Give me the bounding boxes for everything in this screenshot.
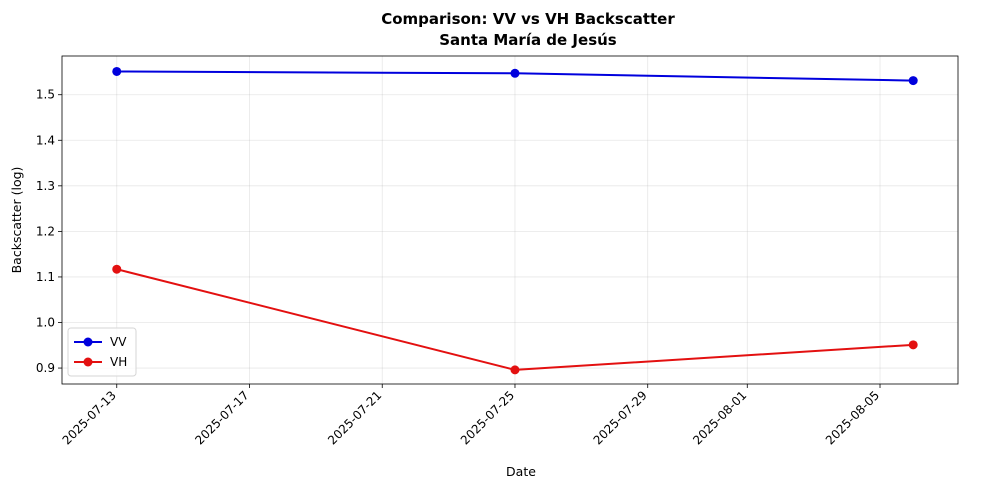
data-point-vv: [908, 76, 918, 86]
legend-label-vh: VH: [110, 355, 127, 369]
grid-layer: [62, 56, 958, 384]
y-axis-label: Backscatter (log): [9, 167, 24, 274]
y-tick-label: 1.1: [36, 270, 55, 284]
x-tick-label: 2025-07-29: [591, 388, 650, 447]
y-tick-label: 0.9: [36, 361, 55, 375]
chart-subtitle: Santa María de Jesús: [439, 31, 617, 49]
data-point-vv: [510, 68, 520, 78]
data-point-vv: [112, 66, 122, 76]
y-axis-ticks: 0.9 1.0 1.1 1.2 1.3 1.4 1.5: [36, 88, 62, 375]
x-tick-label: 2025-07-21: [325, 388, 384, 447]
y-tick-label: 1.2: [36, 224, 55, 238]
x-tick-label: 2025-07-13: [60, 388, 119, 447]
x-axis-ticks: 2025-07-13 2025-07-17 2025-07-21 2025-07-25…: [60, 384, 882, 447]
chart-title: Comparison: VV vs VH Backscatter: [381, 10, 675, 28]
y-tick-label: 1.4: [36, 133, 55, 147]
series-layer: [112, 66, 918, 375]
legend-marker-vh: [83, 357, 93, 367]
legend: VV VH: [67, 327, 137, 377]
data-point-vh: [510, 365, 520, 375]
data-point-vh: [112, 264, 122, 274]
x-tick-label: 2025-07-25: [458, 388, 517, 447]
y-tick-label: 1.0: [36, 316, 55, 330]
x-tick-label: 2025-08-01: [690, 388, 749, 447]
y-tick-label: 1.5: [36, 88, 55, 102]
x-tick-label: 2025-07-17: [192, 388, 251, 447]
x-axis-label: Date: [506, 464, 536, 479]
data-point-vh: [908, 340, 918, 350]
x-tick-label: 2025-08-05: [823, 388, 882, 447]
plot-frame: [61, 55, 959, 385]
legend-marker-vv: [83, 337, 93, 347]
y-tick-label: 1.3: [36, 179, 55, 193]
legend-label-vv: VV: [110, 335, 127, 349]
